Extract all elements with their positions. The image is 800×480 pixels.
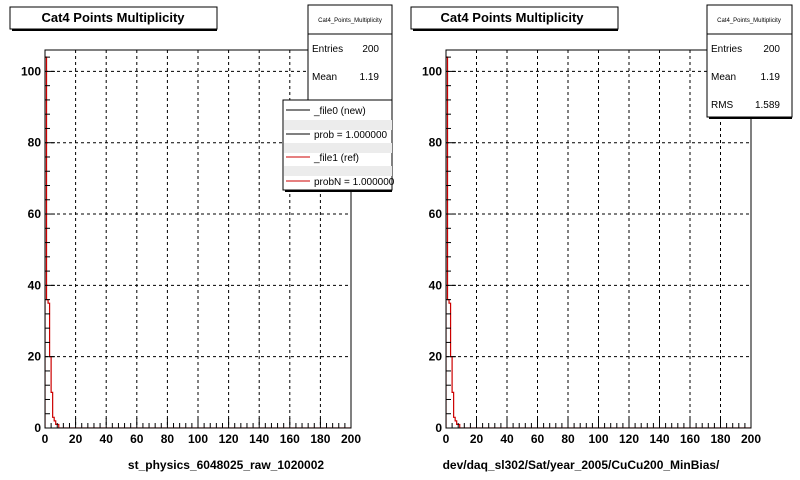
x-tick-label: 20 xyxy=(470,432,484,446)
x-tick-label: 80 xyxy=(161,432,175,446)
axis-ticks: 0 20 40 60 80 100 120 140 160 180 200 0 20 40 60 80 100 xyxy=(422,56,761,446)
stats-box: Cat4_Points_Multiplicity Entries 200 Mea… xyxy=(706,4,793,119)
x-tick-label: 40 xyxy=(500,432,514,446)
x-tick-label: 60 xyxy=(130,432,144,446)
y-tick-label: 0 xyxy=(435,421,442,435)
chart-title: Cat4 Points Multiplicity xyxy=(440,10,584,25)
stats-entries-value: 200 xyxy=(362,44,379,55)
x-tick-label: 120 xyxy=(219,432,239,446)
stats-box: Cat4_Points_Multiplicity Entries 200 Mea… xyxy=(307,4,393,116)
stats-name: Cat4_Points_Multiplicity xyxy=(318,18,382,24)
y-tick-label: 0 xyxy=(34,421,41,435)
y-tick-label: 80 xyxy=(429,136,443,150)
x-tick-label: 180 xyxy=(310,432,330,446)
legend-label: prob = 1.000000 xyxy=(314,130,388,141)
stats-name: Cat4_Points_Multiplicity xyxy=(717,18,781,24)
y-tick-label: 20 xyxy=(28,350,42,364)
x-axis-label: dev/daq_sl302/Sat/year_2005/CuCu200_MinB… xyxy=(443,458,720,472)
left-histogram-panel: 0 20 40 60 80 100 120 140 160 180 200020406080100 … xyxy=(9,4,395,472)
legend-entry: _file1 (ref) xyxy=(286,153,359,164)
legend-entry: _file0 (new) xyxy=(286,106,366,117)
x-tick-label: 0 xyxy=(42,432,49,446)
x-tick-label: 80 xyxy=(561,432,575,446)
stats-entries-label: Entries xyxy=(312,44,343,55)
axis-ticks: 0 20 40 60 80 100 120 140 160 180 200 0 20 40 60 80 100 xyxy=(21,56,361,446)
x-tick-label: 20 xyxy=(69,432,83,446)
x-tick-label: 100 xyxy=(588,432,608,446)
legend: _file0 (new) prob = 1.000000 _file1 (ref… xyxy=(282,99,395,192)
stats-entries-label: Entries xyxy=(711,44,742,55)
legend-entry: probN = 1.000000 xyxy=(286,177,395,188)
stats-mean-label: Mean xyxy=(711,72,736,83)
x-tick-label: 180 xyxy=(710,432,730,446)
x-tick-label: 200 xyxy=(341,432,361,446)
legend-entry: prob = 1.000000 xyxy=(286,130,388,141)
y-tick-label: 60 xyxy=(28,207,42,221)
x-axis-label: st_physics_6048025_raw_1020002 xyxy=(128,458,324,472)
x-tick-label: 140 xyxy=(649,432,669,446)
grid xyxy=(446,50,751,428)
legend-label: _file1 (ref) xyxy=(313,153,359,164)
title-box: Cat4 Points Multiplicity xyxy=(9,6,218,31)
stats-mean-label: Mean xyxy=(312,72,337,83)
x-tick-label: 60 xyxy=(531,432,545,446)
y-tick-label: 100 xyxy=(21,64,41,78)
y-tick-label: 80 xyxy=(28,136,42,150)
legend-label: _file0 (new) xyxy=(313,106,366,117)
x-tick-label: 200 xyxy=(741,432,761,446)
y-tick-label: 40 xyxy=(429,278,443,292)
chart-title: Cat4 Points Multiplicity xyxy=(41,10,185,25)
x-tick-label: 40 xyxy=(100,432,114,446)
x-tick-label: 160 xyxy=(280,432,300,446)
stats-rms-label: RMS xyxy=(711,100,734,111)
x-tick-label: 0 xyxy=(443,432,450,446)
x-tick-label: 100 xyxy=(188,432,208,446)
stats-mean-value: 1.19 xyxy=(360,72,380,83)
stats-entries-value: 200 xyxy=(763,44,780,55)
title-box: Cat4 Points Multiplicity xyxy=(410,6,619,31)
stats-mean-value: 1.19 xyxy=(761,72,781,83)
y-tick-label: 100 xyxy=(422,64,442,78)
legend-label: probN = 1.000000 xyxy=(314,177,395,188)
y-tick-label: 20 xyxy=(429,350,443,364)
x-tick-label: 140 xyxy=(249,432,269,446)
y-tick-label: 40 xyxy=(28,278,42,292)
right-histogram-panel: 0 20 40 60 80 100 120 140 160 180 200020406080100 … xyxy=(410,4,793,472)
y-tick-label: 60 xyxy=(429,207,443,221)
x-tick-label: 160 xyxy=(680,432,700,446)
x-tick-label: 120 xyxy=(619,432,639,446)
stats-rms-value: 1.589 xyxy=(755,100,780,111)
